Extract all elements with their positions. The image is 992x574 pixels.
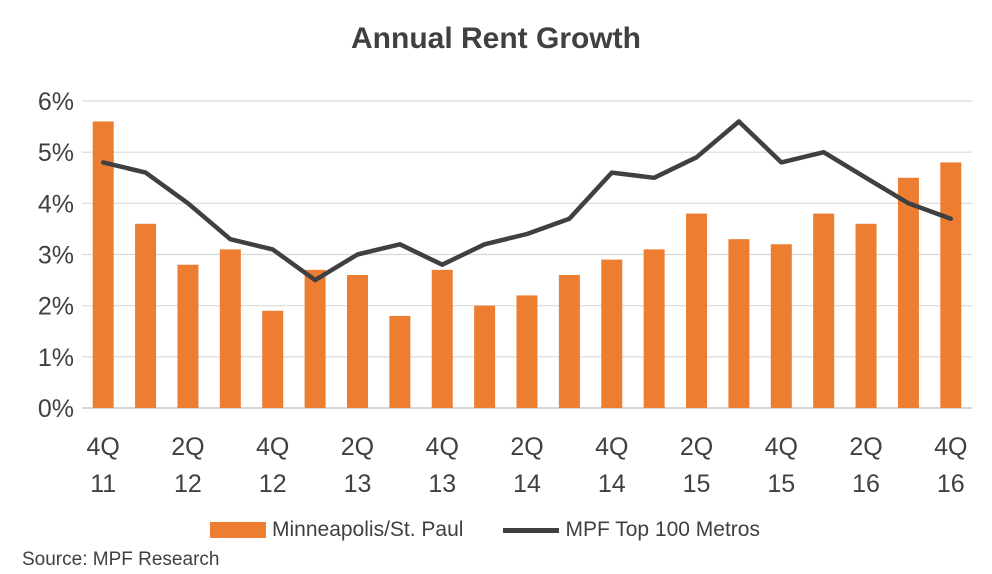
x-axis-ticks: 4Q 11 2Q 12 4Q 12 2Q 13 4Q 13 2Q 14 4Q 14 2Q 15 4Q 15 2Q 16… (87, 433, 968, 498)
x-tick-label: 4Q (934, 433, 967, 461)
bar (558, 274, 580, 408)
x-tick-label: 2Q (849, 433, 882, 461)
bar (643, 249, 665, 408)
x-tick-label: 11 (90, 470, 116, 498)
y-axis-ticks: 0% 1% 2% 3% 4% 5% 6% (38, 88, 74, 423)
series-line (100, 119, 954, 283)
x-tick-label: 2Q (171, 433, 204, 461)
bar (897, 177, 919, 408)
x-tick-label: 14 (598, 470, 626, 498)
x-tick-label: 12 (174, 470, 202, 498)
chart-title: Annual Rent Growth (351, 22, 641, 55)
x-tick-label: 16 (937, 470, 965, 498)
bar (855, 223, 877, 408)
x-tick-label: 14 (513, 470, 541, 498)
y-tick-label: 6% (38, 88, 74, 116)
x-tick-label: 16 (852, 470, 880, 498)
bar (813, 213, 835, 408)
bar (474, 305, 496, 408)
bar (219, 249, 241, 408)
line-series (100, 119, 954, 283)
bar (92, 121, 114, 408)
bar (431, 269, 453, 408)
y-tick-label: 0% (38, 395, 74, 423)
x-tick-label: 4Q (426, 433, 459, 461)
bar (770, 244, 792, 408)
bar (601, 259, 623, 408)
bar (686, 213, 708, 408)
x-tick-label: 2Q (510, 433, 543, 461)
bar (262, 310, 284, 408)
legend: Minneapolis/St. Paul MPF Top 100 Metros (210, 515, 800, 545)
bar (728, 239, 750, 408)
x-tick-label: 2Q (680, 433, 713, 461)
x-tick-label: 13 (344, 470, 372, 498)
bar (135, 223, 157, 408)
bar (177, 264, 199, 408)
x-tick-label: 13 (428, 470, 456, 498)
legend-swatch-line (503, 527, 560, 533)
x-tick-label: 4Q (595, 433, 628, 461)
x-tick-label: 15 (683, 470, 711, 498)
x-tick-label: 4Q (256, 433, 289, 461)
bar (516, 295, 538, 408)
bar (346, 274, 368, 408)
x-tick-label: 15 (767, 470, 795, 498)
y-tick-label: 4% (38, 190, 74, 218)
legend-label-bar: Minneapolis/St. Paul (272, 518, 464, 541)
x-tick-label: 4Q (765, 433, 798, 461)
legend-label-line: MPF Top 100 Metros (565, 518, 760, 541)
legend-swatch-bar (210, 522, 266, 538)
y-tick-label: 5% (38, 139, 74, 167)
legend-item-line: MPF Top 100 Metros (503, 518, 760, 542)
bar (304, 269, 326, 408)
y-tick-label: 1% (38, 344, 74, 372)
source-note: Source: MPF Research (22, 549, 220, 570)
x-tick-label: 4Q (87, 433, 120, 461)
x-tick-label: 2Q (341, 433, 374, 461)
y-tick-label: 3% (38, 242, 74, 270)
x-tick-label: 12 (259, 470, 287, 498)
bar (940, 162, 962, 408)
bar (389, 315, 411, 408)
y-tick-label: 2% (38, 293, 74, 321)
legend-item-bar: Minneapolis/St. Paul (210, 518, 463, 542)
bar-series (92, 121, 962, 408)
